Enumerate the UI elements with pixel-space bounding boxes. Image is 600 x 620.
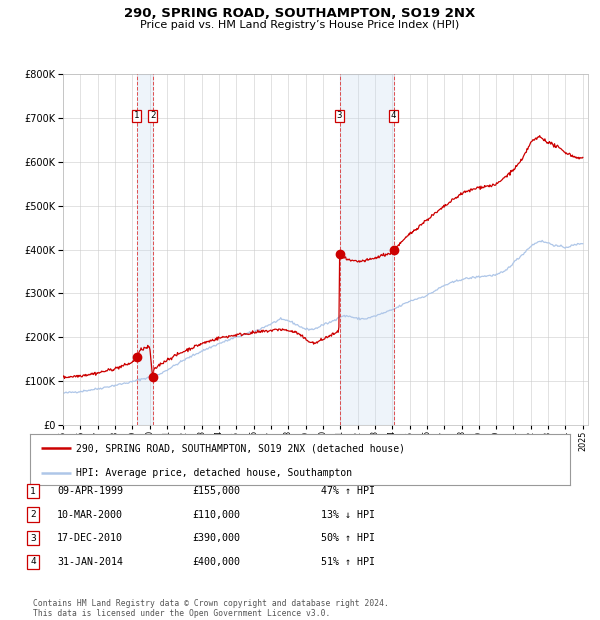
Text: £110,000: £110,000 [192, 510, 240, 520]
Text: 47% ↑ HPI: 47% ↑ HPI [321, 486, 375, 496]
Text: Price paid vs. HM Land Registry’s House Price Index (HPI): Price paid vs. HM Land Registry’s House … [140, 20, 460, 30]
Text: £155,000: £155,000 [192, 486, 240, 496]
Text: 50% ↑ HPI: 50% ↑ HPI [321, 533, 375, 543]
Text: 10-MAR-2000: 10-MAR-2000 [57, 510, 123, 520]
Text: 3: 3 [30, 534, 36, 542]
Bar [340, 74, 394, 425]
Text: 2: 2 [30, 510, 36, 519]
Text: 17-DEC-2010: 17-DEC-2010 [57, 533, 123, 543]
Text: 1: 1 [30, 487, 36, 495]
Bar [137, 74, 153, 425]
Text: £400,000: £400,000 [192, 557, 240, 567]
Text: 2: 2 [150, 112, 155, 120]
Text: 1: 1 [134, 112, 140, 120]
Text: 3: 3 [337, 112, 342, 120]
Text: 13% ↓ HPI: 13% ↓ HPI [321, 510, 375, 520]
Text: 290, SPRING ROAD, SOUTHAMPTON, SO19 2NX: 290, SPRING ROAD, SOUTHAMPTON, SO19 2NX [124, 7, 476, 20]
Text: 31-JAN-2014: 31-JAN-2014 [57, 557, 123, 567]
Text: HPI: Average price, detached house, Southampton: HPI: Average price, detached house, Sout… [76, 467, 352, 477]
Text: Contains HM Land Registry data © Crown copyright and database right 2024.
This d: Contains HM Land Registry data © Crown c… [33, 599, 389, 618]
Text: 4: 4 [30, 557, 36, 566]
Text: 290, SPRING ROAD, SOUTHAMPTON, SO19 2NX (detached house): 290, SPRING ROAD, SOUTHAMPTON, SO19 2NX … [76, 443, 405, 453]
Text: 4: 4 [391, 112, 396, 120]
Text: £390,000: £390,000 [192, 533, 240, 543]
Text: 09-APR-1999: 09-APR-1999 [57, 486, 123, 496]
Text: 51% ↑ HPI: 51% ↑ HPI [321, 557, 375, 567]
